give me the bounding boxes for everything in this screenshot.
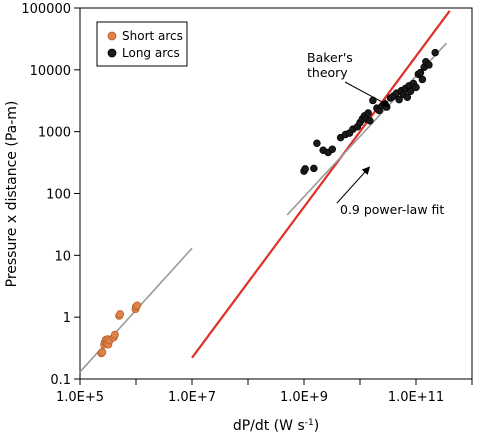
- long-arc-point: [313, 139, 321, 147]
- short-arc-point: [110, 330, 119, 339]
- long-arc-point: [412, 83, 420, 92]
- legend-marker-short-arcs: [107, 31, 117, 41]
- long-arc-point: [395, 95, 403, 104]
- x-tick-label: 1.0E+11: [388, 390, 444, 405]
- annotation-power-law-fit: 0.9 power-law fit: [340, 202, 444, 217]
- long-arc-point: [418, 75, 427, 84]
- long-arc-point: [301, 165, 309, 173]
- long-arc-point: [310, 164, 318, 173]
- y-tick-label: 10000: [30, 64, 71, 79]
- legend-label-short-arcs: Short arcs: [122, 29, 183, 43]
- x-tick-label: 1.0E+9: [280, 390, 328, 405]
- legend-label-long-arcs: Long arcs: [122, 46, 180, 60]
- long-arc-point: [328, 145, 337, 153]
- y-axis-title: Pressure x distance (Pa-m): [4, 101, 20, 288]
- x-axis-title: dP/dt (W s-1): [233, 418, 319, 434]
- x-tick-label: 1.0E+5: [56, 390, 104, 405]
- legend-box: [96, 21, 188, 67]
- long-arc-point: [403, 93, 412, 102]
- short-arc-point: [116, 310, 125, 319]
- y-tick-label: 1000: [38, 126, 71, 141]
- annotation-baker-theory: Baker's theory: [307, 50, 353, 80]
- long-arc-point: [416, 68, 425, 77]
- y-tick-label: 10: [54, 249, 71, 264]
- long-arc-point: [364, 109, 372, 117]
- y-tick-label: 1: [63, 311, 71, 326]
- long-arc-point: [366, 117, 374, 125]
- y-tick-label: 0.1: [50, 373, 71, 388]
- annotation-arrow-fit: [336, 166, 371, 204]
- y-tick-label: 100000: [21, 2, 71, 17]
- annotation-arrow-baker: [344, 81, 391, 107]
- short-arc-point: [98, 348, 107, 357]
- annotations: Baker's theory 0.9 power-law fit: [307, 50, 444, 217]
- x-tick-label: 1.0E+7: [168, 390, 216, 405]
- long-arc-point: [431, 48, 439, 57]
- baker-theory-line: [191, 10, 451, 359]
- long-arc-point: [425, 61, 433, 69]
- legend-marker-long-arcs: [107, 48, 117, 58]
- y-tick-label: 100: [46, 188, 71, 203]
- short-arc-point: [133, 301, 142, 310]
- axis-ticks: 1.0E+5 1.0E+7 1.0E+9 1.0E+11 0.1 1 10 100 1000 10…: [21, 2, 473, 405]
- long-arc-point: [406, 87, 415, 96]
- legend: Short arcs Long arcs: [96, 21, 188, 67]
